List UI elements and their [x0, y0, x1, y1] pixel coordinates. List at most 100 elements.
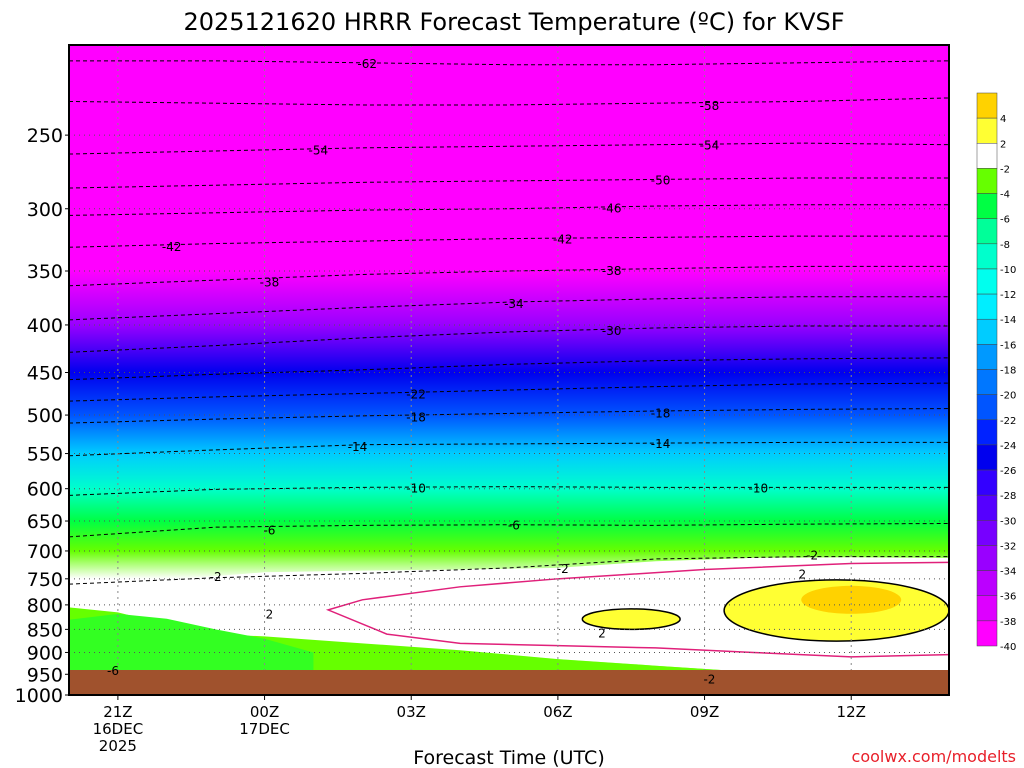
contour-label-6: -42: [162, 240, 182, 254]
contour-label-8: -38: [260, 275, 280, 289]
white-layer: [69, 557, 949, 680]
contour-label-18: -10: [749, 481, 769, 495]
plot-area: -62-58-54 -54-50-46-42-42-38-38-34-30-22-…: [68, 44, 950, 696]
contour-label-16: -14: [651, 437, 671, 451]
contour-label-17: -10: [406, 481, 426, 495]
colorbar-cell-8: [976, 293, 998, 320]
colorbar-cell-13: [976, 419, 998, 446]
colorbar-cell-16: [976, 494, 998, 521]
contour-label-1: -58: [700, 99, 720, 113]
colorbar-cell-12: [976, 394, 998, 421]
colorbar-label-6: -10: [1000, 265, 1016, 276]
y-tick-label-800: 800: [27, 595, 63, 617]
colorbar-legend: 4 2 -2 -4 -6 -8 -10 -12 -14 -16 -18 -20 -22 -24 -26 -28…: [976, 92, 1016, 653]
colorbar-label-14: -26: [1000, 466, 1016, 477]
y-tick-label-850: 850: [27, 619, 63, 641]
x-tick-label-0-1: 17DEC: [239, 720, 290, 738]
low-level-temperature-fills: [69, 557, 949, 687]
colorbar-cell-0: [976, 92, 998, 119]
colorbar-label-11: -20: [1000, 391, 1016, 402]
colorbar-cell-18: [976, 545, 998, 571]
y-tick-label-750: 750: [27, 569, 63, 591]
x-tick-label--3-2: 2025: [99, 737, 137, 755]
y-tick-label-900: 900: [27, 642, 63, 664]
colorbar-label-0: 4: [1000, 114, 1006, 125]
x-tick-label-3-0: 03Z: [397, 703, 426, 721]
contour-label-2: -54: [309, 143, 329, 157]
colorbar-cell-17: [976, 520, 998, 546]
contour-label-20: -6: [508, 519, 520, 533]
colorbar-label-18: -34: [1000, 567, 1016, 578]
colorbar-label-16: -30: [1000, 516, 1016, 527]
contour-label-4: -50: [651, 173, 671, 187]
y-tick-label-400: 400: [27, 315, 63, 337]
colorbar-label-17: -32: [1000, 541, 1016, 552]
contour-label-19: -6: [263, 524, 275, 538]
contour-label-5: -46: [602, 201, 622, 215]
contour-label-10: -34: [504, 297, 524, 311]
colorbar-label-15: -28: [1000, 491, 1016, 502]
y-tick-label-550: 550: [27, 444, 63, 466]
colorbar-cell-20: [976, 595, 998, 622]
colorbar-label-2: -2: [1000, 164, 1010, 175]
contour-label-23: -2: [806, 548, 818, 562]
grid-lines: [69, 45, 949, 696]
colorbar-label-8: -14: [1000, 315, 1016, 326]
y-axis: 2503003504004505005506006507007508008509…: [15, 125, 69, 707]
colorbar-label-21: -40: [1000, 642, 1016, 653]
colorbar-cell-9: [976, 318, 998, 345]
contour-label-7: -42: [553, 233, 573, 247]
colorbar-cell-5: [976, 218, 998, 245]
zero-degree-contour: [325, 578, 950, 658]
y-tick-label-950: 950: [27, 664, 63, 686]
warm-cell-1: [581, 608, 681, 631]
x-tick-label-6-0: 06Z: [543, 703, 572, 721]
chart-title: 2025121620 HRRR Forecast Temperature (ºC…: [183, 8, 844, 36]
colorbar-label-20: -38: [1000, 617, 1016, 628]
contour-label-26: 2: [598, 627, 606, 641]
x-tick-label-0-0: 00Z: [250, 703, 279, 721]
colorbar-cell-2: [976, 143, 998, 169]
x-tick-label--3-0: 21Z: [103, 703, 132, 721]
contour-label-25: 2: [266, 607, 274, 621]
colorbar-cell-4: [976, 193, 998, 219]
colorbar-cell-19: [976, 570, 998, 596]
x-tick-label-9-0: 09Z: [690, 703, 719, 721]
contour-label-21: -2: [210, 570, 222, 584]
colorbar-cell-15: [976, 469, 998, 496]
colorbar-label-19: -36: [1000, 592, 1016, 603]
warm-core: [801, 585, 902, 614]
colorbar-cell-3: [976, 168, 998, 194]
colorbar-cell-21: [976, 620, 998, 647]
contour-label-13: -18: [406, 411, 426, 425]
contour-label-22: -2: [557, 562, 569, 576]
contour-labels: -62-58-54 -54-50-46-42-42-38-38-34-30-22-…: [107, 57, 818, 687]
colorbar-label-13: -24: [1000, 441, 1016, 452]
colorbar-label-1: 2: [1000, 139, 1006, 150]
colorbar-cell-11: [976, 369, 998, 395]
y-tick-label-500: 500: [27, 405, 63, 427]
y-tick-label-650: 650: [27, 511, 63, 533]
colorbar-cell-6: [976, 243, 998, 270]
colorbar-cell-10: [976, 344, 998, 370]
colorbar-label-7: -12: [1000, 290, 1016, 301]
colorbar-label-5: -8: [1000, 240, 1010, 251]
x-axis-label: Forecast Time (UTC): [413, 747, 604, 768]
y-tick-label-350: 350: [27, 261, 63, 283]
colorbar-label-10: -18: [1000, 366, 1016, 377]
y-tick-label-1000: 1000: [15, 685, 63, 707]
contour-label-24: -6: [107, 664, 119, 678]
colorbar-label-4: -6: [1000, 215, 1010, 226]
y-tick-label-450: 450: [27, 363, 63, 385]
y-tick-label-250: 250: [27, 125, 63, 147]
y-tick-label-600: 600: [27, 479, 63, 501]
dark-green-pocket: [69, 613, 314, 677]
zero-degree-contour-upper: [557, 561, 950, 580]
contour-label-11: -30: [602, 324, 622, 338]
contour-label-9: -38: [602, 264, 622, 278]
contour-label-27: 2: [799, 567, 807, 581]
plot-border: [68, 44, 950, 696]
colorbar-label-3: -4: [1000, 190, 1010, 201]
